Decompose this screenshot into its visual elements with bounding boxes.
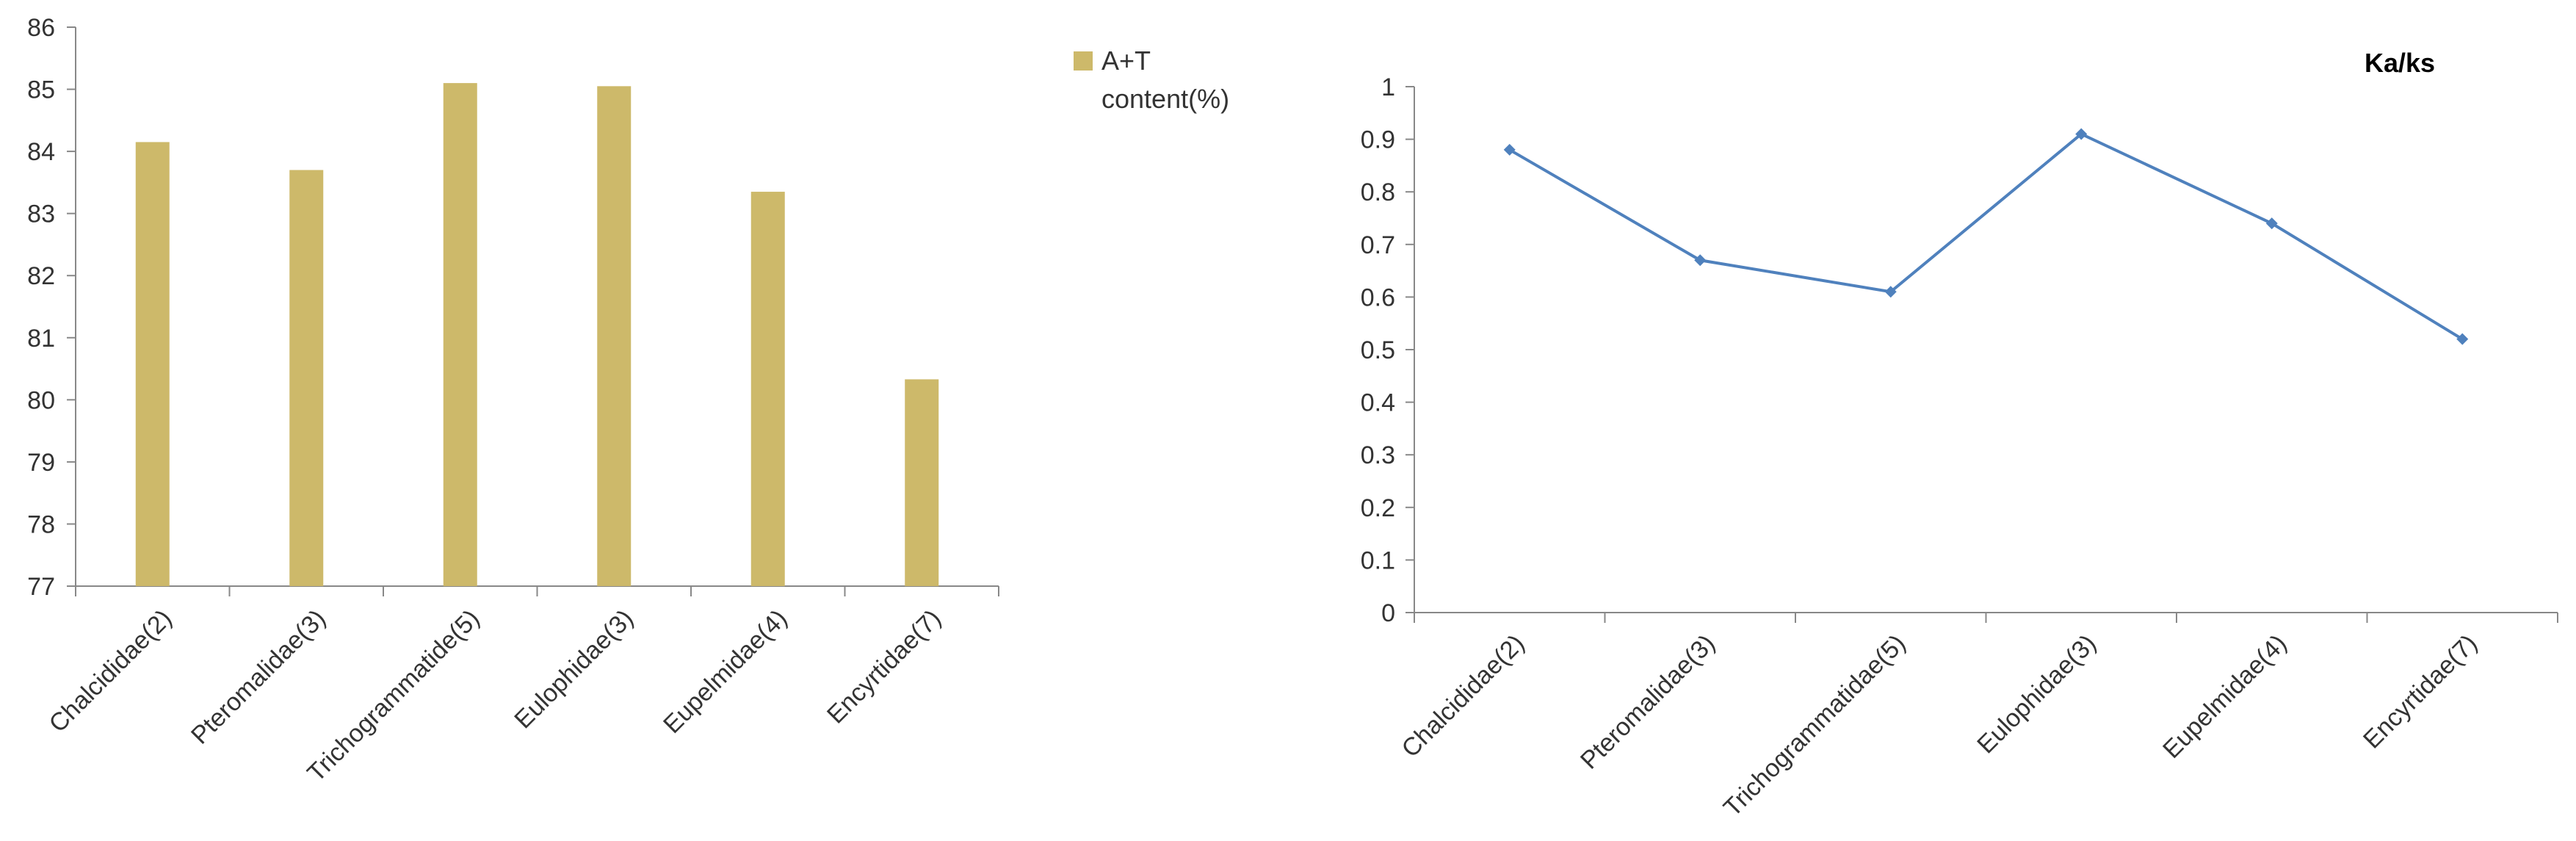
- x-category-label: Encyrtidae(7): [2358, 629, 2483, 754]
- x-category-label: Trichogrammatide(5): [302, 604, 485, 787]
- y-tick-label: 83: [27, 201, 55, 228]
- data-point-marker: [1694, 254, 1707, 267]
- y-tick-label: 86: [27, 14, 55, 42]
- y-tick-label: 80: [27, 386, 55, 414]
- ka-ks-line-chart: 0 0.1 0.2 0.3 0.4 0.5 0.6 0.7 0.8 0.9 1 Chalcididae…: [1361, 48, 2558, 822]
- legend-label-line1: A+T: [1101, 46, 1151, 76]
- series-line: [1508, 132, 2464, 341]
- y-tick-label: 0.6: [1361, 284, 1395, 311]
- y-tick-label: 81: [27, 325, 55, 353]
- y-tick-label: 0.1: [1361, 546, 1395, 574]
- bar: [135, 142, 170, 586]
- data-point-marker: [1503, 143, 1516, 156]
- y-tick-label: 0: [1381, 599, 1395, 627]
- chart-title: Ka/ks: [2365, 48, 2435, 78]
- legend-label-line2: content(%): [1101, 84, 1229, 114]
- x-category-label: Eupelmidae(4): [658, 604, 792, 739]
- y-tick-label: 85: [27, 76, 55, 104]
- y-tick-label: 0.7: [1361, 231, 1395, 259]
- x-category-label: Eulophidae(3): [509, 604, 639, 734]
- y-tick-label: 77: [27, 573, 55, 601]
- y-tick-label: 82: [27, 262, 55, 290]
- x-category-label: Eupelmidae(4): [2157, 629, 2292, 764]
- y-tick-label: 84: [27, 138, 55, 166]
- y-tick-label: 79: [27, 449, 55, 477]
- at-content-bar-chart: 77 78 79 80 81 82 83 84 85 86 Chalcididae(2) Pterom…: [27, 14, 1229, 787]
- bar: [443, 83, 477, 587]
- bar: [750, 192, 785, 586]
- y-tick-label: 0.5: [1361, 336, 1395, 364]
- data-point-marker: [1884, 286, 1897, 298]
- y-tick-label: 0.2: [1361, 494, 1395, 522]
- x-category-label: Trichogrammatidae(5): [1718, 629, 1911, 822]
- bar: [289, 170, 324, 586]
- y-tick-label: 0.3: [1361, 441, 1395, 469]
- y-tick-label: 0.4: [1361, 389, 1395, 417]
- data-point-marker: [2265, 217, 2278, 230]
- x-category-label: Chalcididae(2): [44, 604, 178, 738]
- y-tick-label: 0.9: [1361, 126, 1395, 154]
- data-point-marker: [2075, 128, 2088, 140]
- x-category-label: Encyrtidae(7): [822, 604, 947, 729]
- y-tick-label: 0.8: [1361, 178, 1395, 206]
- x-category-label: Pteromalidae(3): [186, 604, 331, 750]
- legend-swatch: [1074, 51, 1093, 71]
- bar: [905, 379, 939, 586]
- x-category-label: Pteromalidae(3): [1575, 629, 1721, 775]
- x-category-label: Chalcididae(2): [1397, 629, 1530, 763]
- y-tick-label: 78: [27, 510, 55, 538]
- bar: [597, 86, 632, 587]
- x-category-label: Eulophidae(3): [1972, 629, 2102, 759]
- y-tick-label: 1: [1381, 73, 1395, 101]
- data-point-marker: [2456, 333, 2469, 345]
